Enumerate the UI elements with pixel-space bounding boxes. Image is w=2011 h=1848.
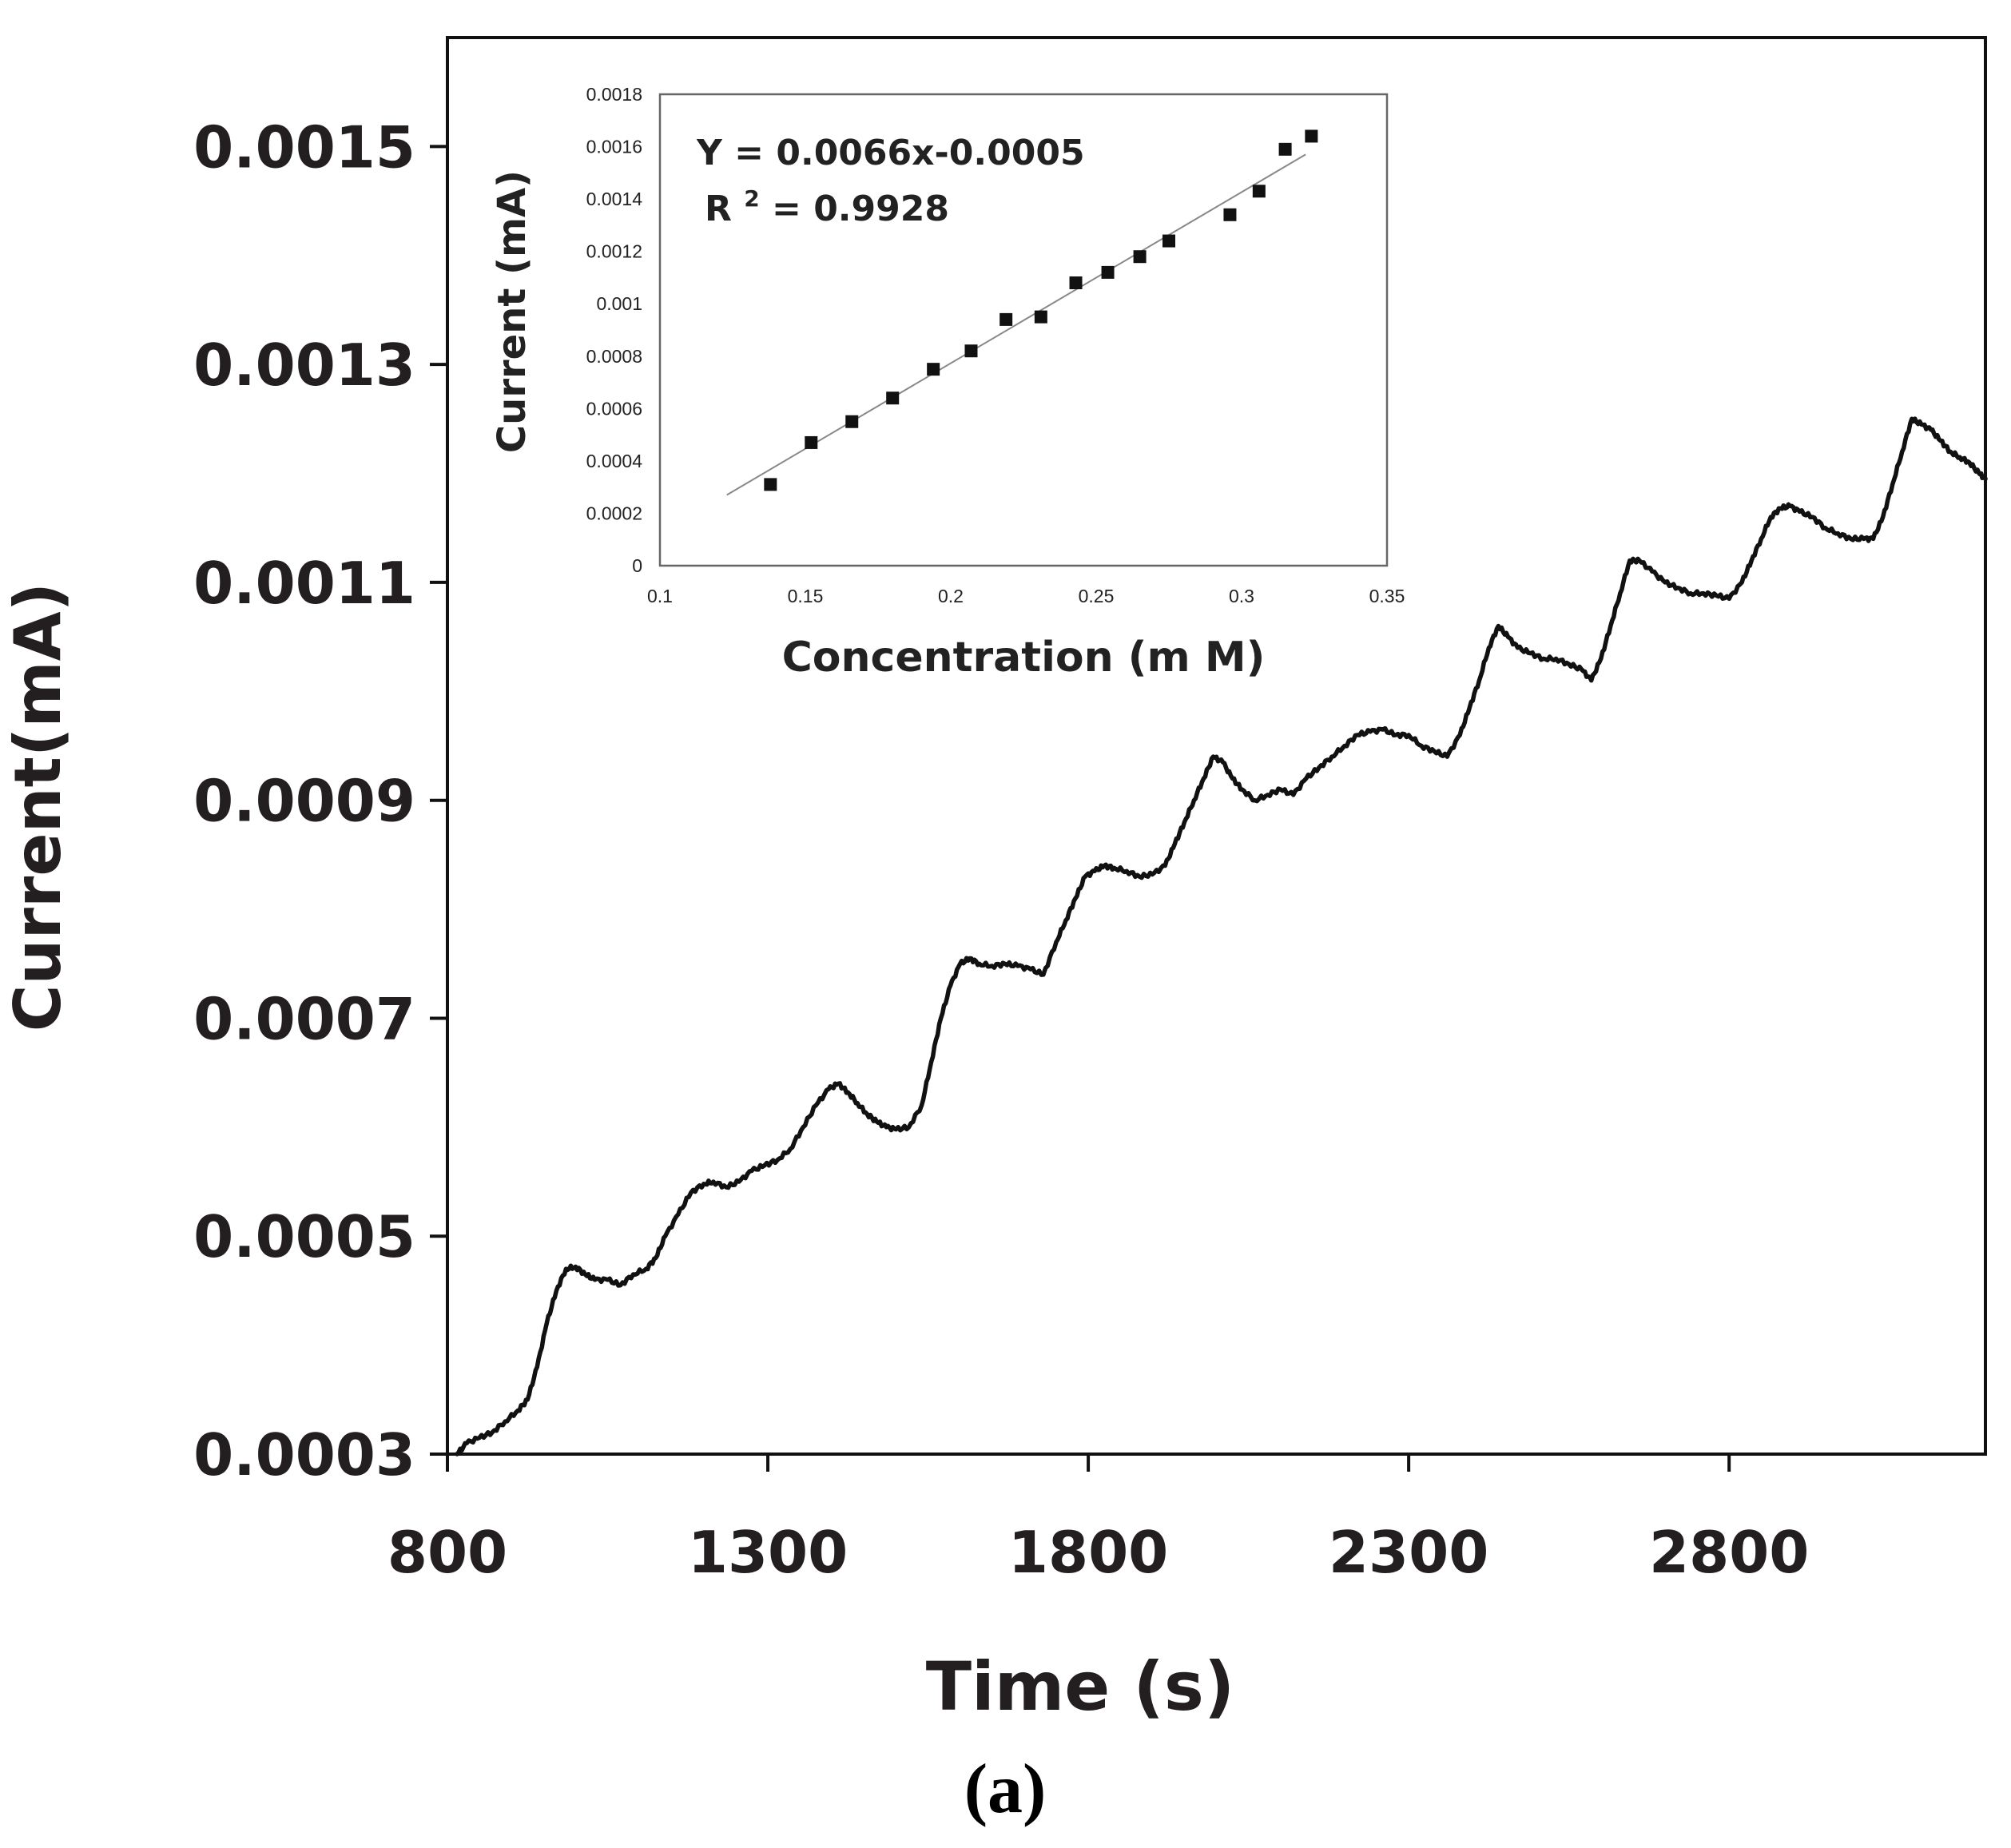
main-series-line <box>455 416 1988 1457</box>
inset-data-point <box>1000 312 1013 326</box>
inset-data-point <box>886 391 900 405</box>
inset-data-point <box>964 344 978 358</box>
inset-chart: 0 0.0002 0.0004 0.0006 0.0008 0.001 0.0012 0.00… <box>490 84 1405 682</box>
main-y-tick-label: 0.0009 <box>193 768 415 835</box>
inset-y-tick-label: 0.0002 <box>586 503 642 523</box>
inset-x-tick-label: 0.15 <box>788 586 824 606</box>
inset-data-point <box>1069 276 1083 289</box>
inset-data-point <box>927 363 940 376</box>
inset-x-tick-label: 0.35 <box>1369 586 1405 606</box>
inset-x-tick-label: 0.2 <box>938 586 964 606</box>
inset-x-tick-label: 0.25 <box>1079 586 1115 606</box>
inset-r-squared-superscript: 2 <box>744 185 759 212</box>
main-x-tick-label: 2800 <box>1649 1519 1809 1586</box>
inset-r-squared: R 2 = 0.9928 <box>705 185 949 229</box>
inset-y-tick-label: 0.0008 <box>586 346 642 367</box>
main-y-axis: 0.0003 0.0005 0.0007 0.0009 0.0011 0.0013 0.00… <box>193 113 447 1488</box>
inset-x-tick-label: 0.3 <box>1229 586 1254 606</box>
inset-data-point <box>1162 234 1175 248</box>
main-x-tick-label: 2300 <box>1329 1519 1488 1586</box>
main-x-axis-title: Time (s) <box>926 1647 1235 1726</box>
main-chart: 0.0003 0.0005 0.0007 0.0009 0.0011 0.0013 0.00… <box>1 36 1988 1828</box>
inset-y-axis-title: Current (mA) <box>490 170 535 453</box>
inset-y-tick-label: 0.0018 <box>586 84 642 105</box>
inset-data-point <box>764 478 777 491</box>
inset-data-point <box>1252 185 1266 198</box>
main-y-tick-label: 0.0005 <box>193 1203 415 1270</box>
main-y-tick-label: 0.0007 <box>193 985 415 1052</box>
inset-background <box>658 93 1389 567</box>
inset-y-tick-label: 0.0014 <box>586 189 643 209</box>
main-x-tick-label: 1300 <box>688 1519 848 1586</box>
inset-data-point <box>1101 265 1115 279</box>
inset-data-point <box>1278 142 1292 156</box>
main-y-tick-label: 0.0013 <box>193 332 415 399</box>
inset-data-point <box>805 435 818 449</box>
inset-y-tick-label: 0.0004 <box>586 451 643 471</box>
main-y-tick-label: 0.0011 <box>193 550 415 617</box>
inset-x-axis: 0.1 0.15 0.2 0.25 0.3 0.35 <box>647 586 1405 606</box>
main-y-axis-title: Current(mA) <box>1 582 75 1031</box>
main-x-tick-label: 1800 <box>1008 1519 1168 1586</box>
inset-y-tick-label: 0 <box>632 555 642 576</box>
inset-x-tick-label: 0.1 <box>647 586 673 606</box>
main-y-tick-label: 0.0015 <box>193 113 415 181</box>
panel-label: (a) <box>964 1751 1047 1828</box>
inset-data-point <box>1223 208 1237 221</box>
inset-data-point <box>1133 250 1147 264</box>
main-x-axis: 800 1300 1800 2300 2800 <box>387 1454 1809 1586</box>
main-x-tick-label: 800 <box>387 1519 507 1586</box>
inset-y-tick-label: 0.001 <box>596 293 642 314</box>
inset-y-axis: 0 0.0002 0.0004 0.0006 0.0008 0.001 0.0012 0.00… <box>586 84 643 576</box>
inset-data-point <box>1305 129 1318 143</box>
inset-points <box>764 129 1318 491</box>
inset-data-point <box>1034 310 1047 324</box>
inset-data-point <box>845 415 859 428</box>
inset-y-tick-label: 0.0006 <box>586 398 642 419</box>
inset-y-tick-label: 0.0016 <box>586 137 642 157</box>
inset-x-axis-title: Concentration (m M) <box>782 634 1266 682</box>
inset-fit-line <box>726 153 1306 496</box>
inset-r-squared-value: = 0.9928 <box>760 189 949 229</box>
inset-r-squared-prefix: R <box>705 189 744 229</box>
inset-y-tick-label: 0.0012 <box>586 241 642 262</box>
inset-equation: Y = 0.0066x-0.0005 <box>696 133 1085 173</box>
main-y-tick-label: 0.0003 <box>193 1421 415 1488</box>
main-plot-frame <box>446 36 1987 1456</box>
